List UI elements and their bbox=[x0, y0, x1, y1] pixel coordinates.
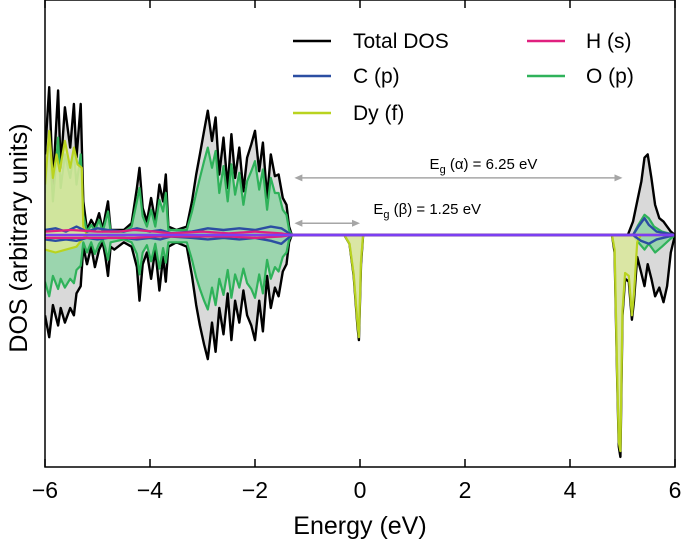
legend-label-o-p: O (p) bbox=[586, 65, 634, 88]
x-tick-label: 4 bbox=[564, 477, 577, 503]
band-gap-alpha-label: Eg (α) = 6.25 eV bbox=[430, 156, 538, 176]
legend-label-h-s: H (s) bbox=[586, 30, 632, 53]
band-gap-beta-value: (β) = 1.25 eV bbox=[389, 201, 481, 218]
band-gap-arrow-0 bbox=[294, 174, 623, 182]
area-o-p-down bbox=[45, 235, 675, 310]
band-gap-beta-subscript: g bbox=[383, 209, 389, 221]
band-gap-arrows bbox=[294, 174, 623, 227]
band-gap-alpha-value: (α) = 6.25 eV bbox=[446, 156, 538, 173]
series-h-s bbox=[45, 228, 675, 239]
x-tick-label: −2 bbox=[242, 477, 268, 503]
x-axis-title: Energy (eV) bbox=[293, 512, 426, 540]
band-gap-alpha-e: E bbox=[430, 156, 440, 173]
dos-areas bbox=[45, 86, 675, 459]
x-tick-label: 0 bbox=[354, 477, 367, 503]
band-gap-alpha-subscript: g bbox=[440, 164, 446, 176]
x-tick-label: −4 bbox=[137, 477, 163, 503]
line-o-p-down bbox=[45, 233, 675, 311]
legend-label-dy-f: Dy (f) bbox=[353, 102, 404, 125]
x-tick-label: 2 bbox=[459, 477, 472, 503]
band-gap-beta-e: E bbox=[373, 201, 383, 218]
line-h-s-down bbox=[45, 233, 675, 239]
legend-label-total-dos: Total DOS bbox=[353, 30, 449, 53]
area-o-p-up bbox=[45, 134, 675, 235]
x-tick-label: −6 bbox=[32, 477, 58, 503]
series-o-p bbox=[45, 133, 675, 311]
y-axis-title: DOS (arbitrary units) bbox=[5, 123, 33, 352]
band-gap-beta-label: Eg (β) = 1.25 eV bbox=[373, 201, 481, 221]
x-tick-label: 6 bbox=[669, 477, 682, 503]
x-axis-ticks: −6 −4 −2 0 2 4 6 bbox=[32, 0, 682, 503]
legend: Total DOS C (p) Dy (f) H (s) O (p) bbox=[293, 30, 634, 125]
legend-label-c-p: C (p) bbox=[353, 65, 400, 88]
band-gap-arrow-1 bbox=[294, 219, 360, 227]
line-dy-f-up bbox=[45, 129, 675, 237]
line-h-s-up bbox=[45, 228, 675, 237]
line-o-p-up bbox=[45, 133, 675, 237]
